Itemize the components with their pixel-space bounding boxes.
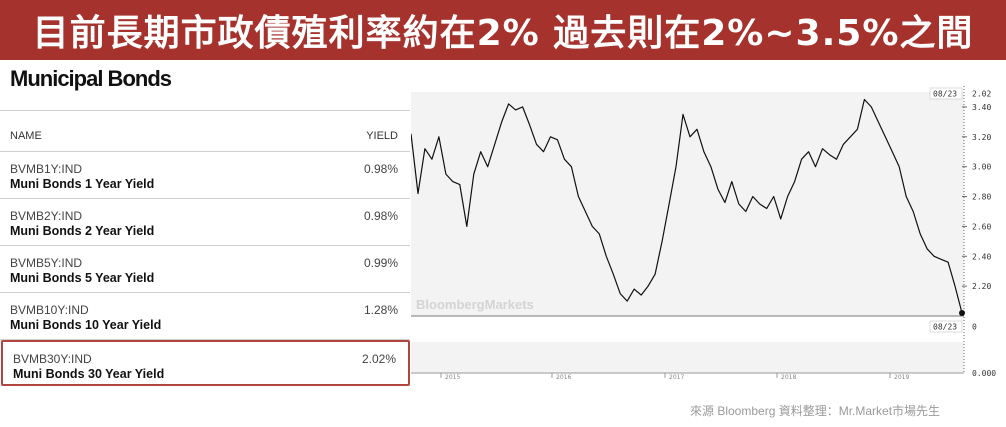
row-ticker: BVMB2Y:IND	[10, 209, 83, 223]
x-tick-label: 2016	[556, 374, 571, 381]
row-yield: 2.02%	[361, 352, 396, 366]
x-tick-label: 2018	[781, 374, 796, 381]
x-tick-label: 2019	[894, 374, 909, 381]
table-row[interactable]: BVMB10Y:IND Muni Bonds 10 Year Yield 1.2…	[0, 293, 410, 340]
last-point-marker	[959, 310, 965, 317]
yield-table: NAME YIELD BVMB1Y:IND Muni Bonds 1 Year …	[0, 110, 410, 386]
table-row-highlighted[interactable]: BVMB30Y:IND Muni Bonds 30 Year Yield 2.0…	[1, 340, 410, 386]
source-note: 來源 Bloomberg 資料整理：Mr.Market市場先生	[690, 404, 941, 418]
volume-tick-label: 0	[972, 323, 977, 332]
volume-date-label: 08/23	[933, 323, 957, 332]
row-name: Muni Bonds 1 Year Yield	[10, 177, 155, 191]
row-ticker: BVMB30Y:IND	[13, 352, 92, 366]
row-name: Muni Bonds 5 Year Yield	[10, 271, 155, 285]
row-yield: 1.28%	[363, 303, 398, 317]
series-line	[411, 98, 963, 314]
yield-chart: 3.40 3.20 3.00 2.80 2.60 2.40 2.20 08/23 2.02 08/…	[411, 86, 996, 381]
x-tick-label: 2015	[445, 374, 460, 381]
volume-date-box	[929, 320, 963, 333]
y-tick-label: 2.40	[972, 252, 991, 261]
row-name: Muni Bonds 10 Year Yield	[10, 318, 162, 332]
volume-area	[411, 342, 964, 373]
x-tick-label: 2017	[669, 374, 684, 381]
row-ticker: BVMB1Y:IND	[10, 162, 83, 176]
last-value-label: 2.02	[972, 90, 991, 99]
volume-tick-label: 0.000	[972, 369, 996, 378]
table-header: NAME YIELD	[0, 110, 410, 152]
watermark: BloombergMarkets	[416, 297, 534, 312]
y-tick-label: 2.80	[972, 193, 991, 202]
y-tick-label: 3.40	[972, 103, 991, 112]
y-tick-label: 3.00	[972, 163, 991, 172]
row-ticker: BVMB5Y:IND	[10, 256, 83, 270]
y-tick-label: 2.60	[972, 222, 991, 231]
plot-area	[411, 92, 964, 316]
last-date-label: 08/23	[933, 90, 957, 99]
column-header-name: NAME	[10, 130, 42, 142]
row-ticker: BVMB10Y:IND	[10, 303, 89, 317]
row-yield: 0.99%	[363, 256, 398, 270]
y-tick-label: 2.20	[972, 282, 991, 291]
row-name: Muni Bonds 30 Year Yield	[13, 367, 165, 381]
row-yield: 0.98%	[363, 162, 398, 176]
table-row[interactable]: BVMB1Y:IND Muni Bonds 1 Year Yield 0.98%	[0, 152, 410, 199]
row-yield: 0.98%	[363, 209, 398, 223]
banner-title: 目前長期市政債殖利率約在2% 過去則在2%~3.5%之間	[0, 0, 1006, 60]
page-title: Municipal Bonds	[10, 66, 172, 91]
table-row[interactable]: BVMB2Y:IND Muni Bonds 2 Year Yield 0.98%	[0, 199, 410, 246]
table-row[interactable]: BVMB5Y:IND Muni Bonds 5 Year Yield 0.99%	[0, 246, 410, 293]
y-tick-label: 3.20	[972, 133, 991, 142]
column-header-yield: YIELD	[366, 130, 398, 142]
last-date-box	[929, 87, 963, 100]
row-name: Muni Bonds 2 Year Yield	[10, 224, 155, 238]
